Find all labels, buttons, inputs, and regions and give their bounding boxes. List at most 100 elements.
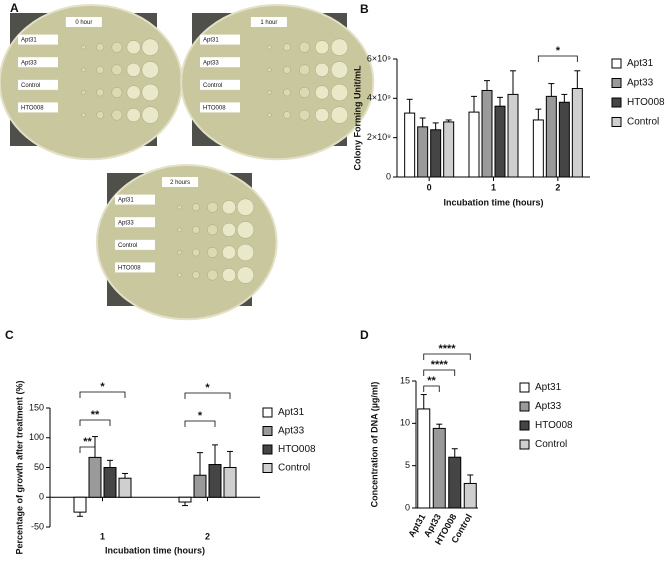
- strain-label-box: [18, 102, 58, 113]
- y-tick-label: 0: [386, 171, 391, 181]
- y-tick-label: 15: [400, 375, 410, 385]
- panel-label: C: [5, 328, 14, 342]
- strain-label: Control: [203, 83, 222, 89]
- colony-spot: [111, 109, 123, 121]
- strain-label: Apt31: [21, 38, 37, 44]
- significance-bracket: [79, 446, 96, 453]
- legend-swatch: [611, 78, 622, 88]
- colony-spot: [81, 67, 86, 73]
- strain-label-box: [115, 194, 155, 205]
- colony-spot: [192, 203, 200, 212]
- bar: [571, 88, 583, 178]
- significance-bracket: [423, 385, 440, 392]
- legend-label: Apt31: [627, 58, 654, 69]
- time-label: 2 hours: [170, 180, 190, 186]
- colony-spot: [221, 268, 237, 283]
- colony-spot: [111, 64, 123, 76]
- x-tick-label: 2: [205, 531, 210, 541]
- strain-label: Apt31: [118, 198, 134, 204]
- legend-label: Control: [627, 117, 659, 128]
- strain-label-box: [18, 57, 58, 68]
- legend-swatch: [611, 58, 622, 69]
- colony-spot: [299, 109, 310, 121]
- colony-spot: [299, 64, 310, 76]
- strain-label: Apt33: [203, 60, 219, 66]
- colony-spot: [283, 66, 291, 74]
- significance-bracket: [79, 419, 111, 426]
- bar: [88, 456, 102, 498]
- strain-label-box: [18, 34, 58, 45]
- colony-spot: [177, 272, 182, 278]
- legend-label: HTO008: [535, 420, 573, 431]
- strain-label: Control: [21, 83, 40, 89]
- colony-spot: [207, 269, 218, 281]
- bar: [223, 467, 237, 498]
- y-tick-label: 10: [400, 418, 410, 428]
- legend-swatch: [519, 382, 530, 393]
- strain-label: Apt33: [21, 60, 37, 66]
- legend-swatch: [262, 463, 273, 473]
- significance-bracket: [79, 391, 126, 398]
- y-tick-label: 4×10⁹: [367, 93, 391, 103]
- colony-spot: [330, 38, 349, 56]
- y-axis-title: Percentage of growth after treatment (%): [14, 380, 24, 554]
- significance-label: **: [427, 375, 436, 387]
- legend-swatch: [611, 117, 622, 127]
- colony-spot: [314, 108, 330, 123]
- bar: [193, 474, 207, 498]
- colony-spot: [177, 204, 182, 210]
- colony-spot: [126, 40, 141, 55]
- colony-spot: [126, 62, 141, 77]
- y-tick-label: 2×10⁹: [367, 132, 391, 142]
- colony-spot: [126, 85, 141, 100]
- legend-label: HTO008: [627, 97, 665, 108]
- colony-spot: [96, 66, 105, 74]
- bar: [178, 496, 192, 503]
- strain-label: HTO008: [203, 106, 226, 112]
- legend-swatch: [519, 439, 530, 450]
- panel-label: B: [360, 2, 369, 16]
- bar: [404, 112, 416, 178]
- x-tick-label: 1: [100, 531, 105, 541]
- legend-label: Apt33: [627, 78, 654, 89]
- legend-swatch: [262, 407, 273, 418]
- colony-spot: [283, 88, 291, 97]
- bar: [103, 467, 117, 498]
- y-tick-label: 6×10⁹: [367, 53, 391, 63]
- colony-spot: [283, 111, 291, 119]
- colony-spot: [192, 248, 200, 257]
- colony-spot: [236, 198, 255, 216]
- strain-label: Apt33: [118, 220, 134, 226]
- colony-spot: [330, 61, 349, 79]
- legend-label: Apt31: [278, 407, 305, 418]
- significance-bracket: [537, 55, 578, 62]
- legend-label: Control: [278, 463, 310, 474]
- legend-swatch: [262, 444, 273, 455]
- colony-spot: [96, 43, 105, 52]
- colony-spot: [141, 61, 159, 79]
- strain-label-box: [115, 239, 155, 250]
- y-tick-label: 150: [29, 402, 44, 412]
- colony-spot: [192, 226, 200, 234]
- significance-label: *: [100, 381, 105, 393]
- y-tick-label: 50: [34, 462, 44, 472]
- colony-spot: [330, 106, 349, 124]
- strain-label-box: [115, 217, 155, 228]
- x-axis-title: Incubation time (hours): [105, 545, 205, 555]
- colony-spot: [314, 62, 330, 77]
- x-tick-label: 0: [427, 182, 432, 192]
- significance-bracket: [423, 353, 471, 360]
- colony-spot: [207, 224, 218, 236]
- strain-label: Apt31: [203, 38, 219, 44]
- colony-spot: [221, 222, 237, 237]
- time-label: 0 hour: [75, 20, 92, 26]
- colony-spot: [192, 271, 200, 279]
- bar: [417, 126, 429, 178]
- bar: [430, 129, 442, 178]
- colony-spot: [141, 38, 159, 56]
- colony-spot: [236, 221, 255, 239]
- colony-spot: [177, 250, 182, 255]
- legend-label: Apt31: [535, 382, 562, 393]
- strain-label-box: [18, 79, 58, 90]
- x-axis-title: Incubation time (hours): [444, 197, 544, 207]
